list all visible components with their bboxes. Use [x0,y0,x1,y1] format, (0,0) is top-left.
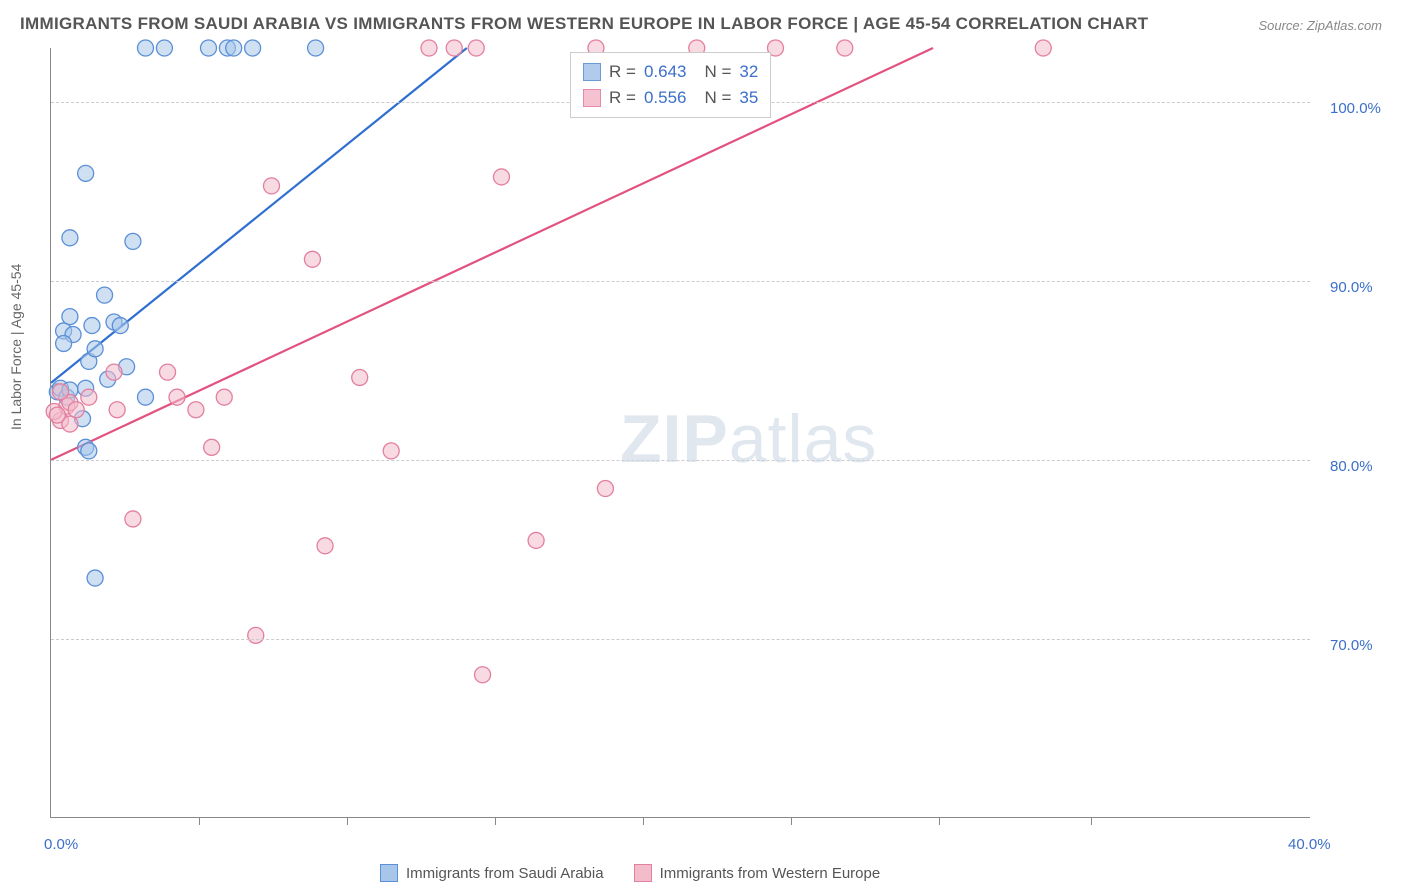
legend-n-value: 35 [739,88,758,108]
source-attribution: Source: ZipAtlas.com [1258,18,1382,33]
legend-r-label: R = [609,62,636,82]
xtick-mark [1091,817,1092,825]
xtick-mark [347,817,348,825]
legend-top-row: R = 0.643 N = 32 [583,59,758,85]
legend-n-value: 32 [739,62,758,82]
ytick-label: 70.0% [1330,637,1373,654]
legend-swatch-0 [380,864,398,882]
y-axis-label: In Labor Force | Age 45-54 [8,264,24,430]
ytick-label: 80.0% [1330,458,1373,475]
legend-top-row: R = 0.556 N = 35 [583,85,758,111]
gridline [51,639,1310,640]
legend-bottom-item-0: Immigrants from Saudi Arabia [380,864,604,882]
legend-top-swatch [583,89,601,107]
legend-bottom-label-1: Immigrants from Western Europe [660,865,881,882]
legend-swatch-1 [634,864,652,882]
gridline [51,281,1310,282]
ytick-label: 90.0% [1330,279,1373,296]
xtick-label: 40.0% [1288,836,1331,853]
legend-n-label: N = [704,88,731,108]
chart-svg [51,48,1310,817]
legend-r-value: 0.556 [644,88,687,108]
legend-top-swatch [583,63,601,81]
legend-bottom-label-0: Immigrants from Saudi Arabia [406,865,604,882]
xtick-mark [643,817,644,825]
legend-r-value: 0.643 [644,62,687,82]
legend-bottom-item-1: Immigrants from Western Europe [634,864,881,882]
legend-n-label: N = [704,62,731,82]
ytick-label: 100.0% [1330,100,1381,117]
legend-top: R = 0.643 N = 32 R = 0.556 N = 35 [570,52,771,118]
plot-area [50,48,1310,818]
xtick-mark [199,817,200,825]
xtick-mark [791,817,792,825]
legend-r-label: R = [609,88,636,108]
legend-bottom: Immigrants from Saudi Arabia Immigrants … [380,864,880,882]
xtick-label: 0.0% [44,836,78,853]
chart-title: IMMIGRANTS FROM SAUDI ARABIA VS IMMIGRAN… [20,14,1148,34]
xtick-mark [939,817,940,825]
xtick-mark [495,817,496,825]
gridline [51,460,1310,461]
